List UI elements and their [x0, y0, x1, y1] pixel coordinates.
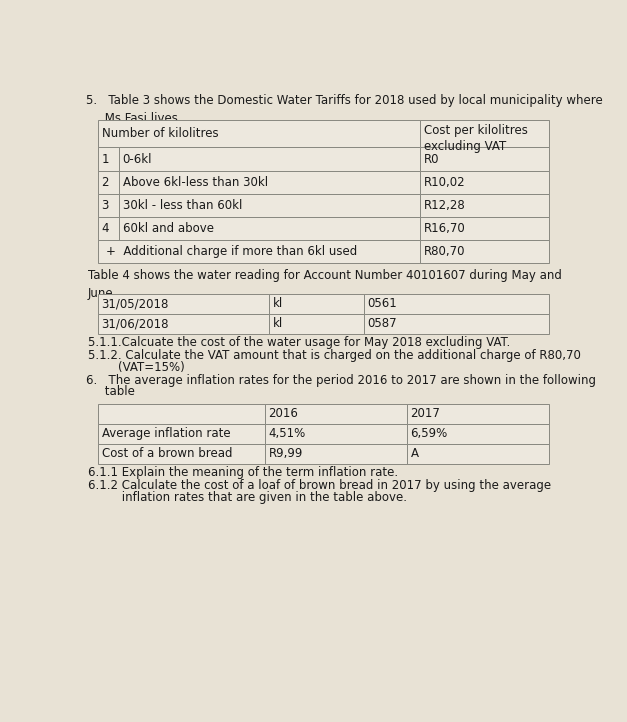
Text: 6,59%: 6,59%	[411, 427, 448, 440]
Text: kl: kl	[273, 297, 283, 310]
Text: (VAT=15%): (VAT=15%)	[88, 361, 184, 374]
Text: Cost per kilolitres
excluding VAT: Cost per kilolitres excluding VAT	[424, 123, 528, 152]
Text: 6.1.2 Calculate the cost of a loaf of brown bread in 2017 by using the average: 6.1.2 Calculate the cost of a loaf of br…	[88, 479, 551, 492]
Text: R16,70: R16,70	[424, 222, 466, 235]
Text: A: A	[411, 448, 419, 461]
Text: kl: kl	[273, 317, 283, 330]
Bar	[364, 294, 549, 314]
Text: 31/06/2018: 31/06/2018	[102, 317, 169, 330]
Text: 6.1.1 Explain the meaning of the term inflation rate.: 6.1.1 Explain the meaning of the term in…	[88, 466, 398, 479]
Bar	[265, 444, 407, 464]
Text: Average inflation rate: Average inflation rate	[102, 427, 230, 440]
Text: 30kl - less than 60kl: 30kl - less than 60kl	[122, 199, 242, 212]
Bar	[420, 170, 549, 193]
Text: 31/05/2018: 31/05/2018	[102, 297, 169, 310]
Bar	[265, 404, 407, 424]
Bar	[269, 294, 364, 314]
Bar	[265, 424, 407, 444]
Bar	[420, 217, 549, 240]
Bar	[119, 217, 420, 240]
Bar	[420, 120, 549, 147]
Bar	[119, 147, 420, 170]
Text: 5.1.2. Calculate the VAT amount that is charged on the additional charge of R80,: 5.1.2. Calculate the VAT amount that is …	[88, 349, 581, 362]
Text: Cost of a brown bread: Cost of a brown bread	[102, 448, 232, 461]
Bar	[420, 240, 549, 263]
Text: 2: 2	[102, 175, 109, 188]
Text: 4: 4	[102, 222, 109, 235]
Bar	[98, 404, 265, 424]
Bar	[119, 170, 420, 193]
Text: 4,51%: 4,51%	[268, 427, 306, 440]
Bar	[98, 424, 265, 444]
Bar	[98, 314, 269, 334]
Bar	[364, 314, 549, 334]
Bar	[407, 424, 549, 444]
Text: table: table	[86, 386, 135, 399]
Bar	[98, 240, 420, 263]
Text: 2016: 2016	[268, 407, 298, 420]
Text: R12,28: R12,28	[424, 199, 466, 212]
Text: 1: 1	[102, 152, 109, 165]
Bar	[98, 170, 119, 193]
Text: Number of kilolitres: Number of kilolitres	[102, 127, 218, 140]
Text: R9,99: R9,99	[268, 448, 303, 461]
Bar	[119, 193, 420, 217]
Bar	[98, 444, 265, 464]
Text: 3: 3	[102, 199, 109, 212]
Text: 0561: 0561	[368, 297, 398, 310]
Text: R0: R0	[424, 152, 440, 165]
Bar	[98, 193, 119, 217]
Bar	[407, 404, 549, 424]
Text: 60kl and above: 60kl and above	[122, 222, 214, 235]
Text: R80,70: R80,70	[424, 245, 466, 258]
Text: inflation rates that are given in the table above.: inflation rates that are given in the ta…	[88, 491, 407, 504]
Text: R10,02: R10,02	[424, 175, 466, 188]
Text: 2017: 2017	[411, 407, 441, 420]
Text: Table 4 shows the water reading for Account Number 40101607 during May and
June: Table 4 shows the water reading for Acco…	[88, 269, 562, 300]
Bar	[407, 444, 549, 464]
Text: 5.1.1.Calcuate the cost of the water usage for May 2018 excluding VAT.: 5.1.1.Calcuate the cost of the water usa…	[88, 336, 510, 349]
Text: 5.   Table 3 shows the Domestic Water Tariffs for 2018 used by local municipalit: 5. Table 3 shows the Domestic Water Tari…	[86, 95, 603, 126]
Text: Above 6kl-less than 30kl: Above 6kl-less than 30kl	[122, 175, 268, 188]
Bar	[98, 217, 119, 240]
Bar	[98, 147, 119, 170]
Text: +  Additional charge if more than 6kl used: + Additional charge if more than 6kl use…	[105, 245, 357, 258]
Text: 0587: 0587	[368, 317, 398, 330]
Text: 0-6kl: 0-6kl	[122, 152, 152, 165]
Text: 6.   The average inflation rates for the period 2016 to 2017 are shown in the fo: 6. The average inflation rates for the p…	[86, 374, 596, 387]
Bar	[269, 314, 364, 334]
Bar	[420, 193, 549, 217]
Bar	[420, 147, 549, 170]
Bar	[98, 294, 269, 314]
Bar	[98, 120, 420, 147]
